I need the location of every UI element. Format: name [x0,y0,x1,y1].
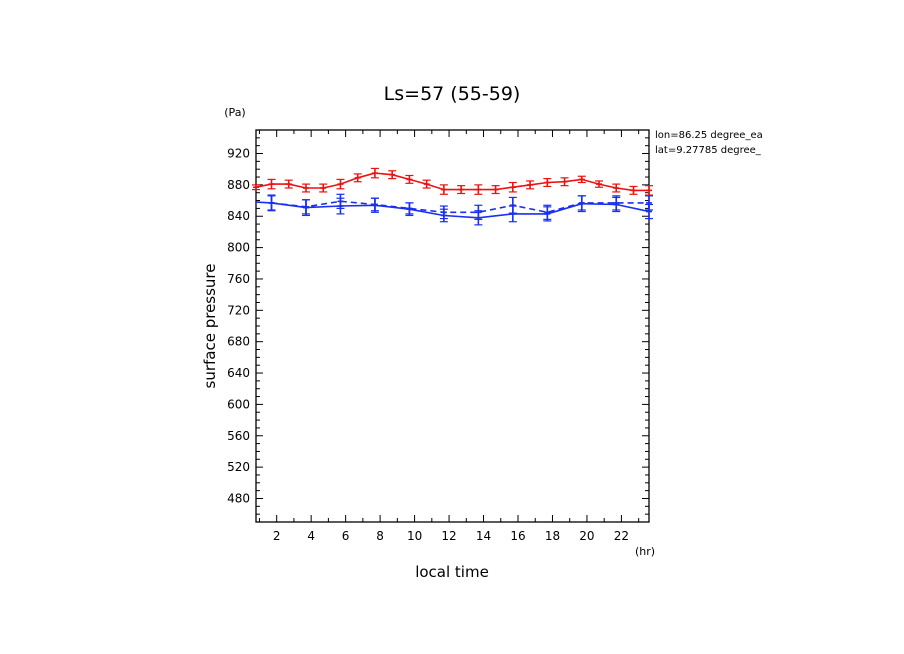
y-tick-label: 760 [227,272,250,286]
series-line-0 [255,172,649,192]
x-tick-label: 6 [342,529,350,543]
y-tick-label: 560 [227,429,250,443]
x-tick-label: 16 [510,529,525,543]
x-tick-label: 4 [307,529,315,543]
axes: 480 520 560 600 640 680 720 760 800 840 880 920 2 4 6 8… [227,129,650,543]
x-unit-label: (hr) [635,545,655,558]
x-tick-label: 8 [376,529,384,543]
y-tick-label: 880 [227,178,250,192]
y-tick-label: 720 [227,303,250,317]
y-tick-label: 480 [227,491,250,505]
lon-annotation: lon=86.25 degree_ea [655,130,763,141]
x-tick-label: 22 [614,529,629,543]
x-axis-label: local time [415,563,489,581]
chart-title: Ls=57 (55-59) [384,83,521,105]
series-line-1 [255,201,650,219]
x-tick-label: 2 [273,529,281,543]
y-tick-label: 640 [227,366,250,380]
y-tick-label: 600 [227,397,250,411]
plot-series [252,167,653,226]
y-unit-label: (Pa) [224,106,245,119]
x-tick-label: 10 [407,529,422,543]
y-tick-label: 680 [227,335,250,349]
y-tick-label: 520 [227,460,250,474]
x-tick-label: 18 [545,529,560,543]
x-tick-label: 20 [579,529,594,543]
y-tick-label: 920 [227,147,250,161]
series-line-2 [271,200,649,214]
y-tick-label: 840 [227,209,250,223]
lat-annotation: lat=9.27785 degree_ [655,145,762,156]
y-tick-label: 800 [227,241,250,255]
x-tick-label: 14 [476,529,491,543]
y-axis-label: surface pressure [201,264,219,389]
x-tick-label: 12 [441,529,456,543]
